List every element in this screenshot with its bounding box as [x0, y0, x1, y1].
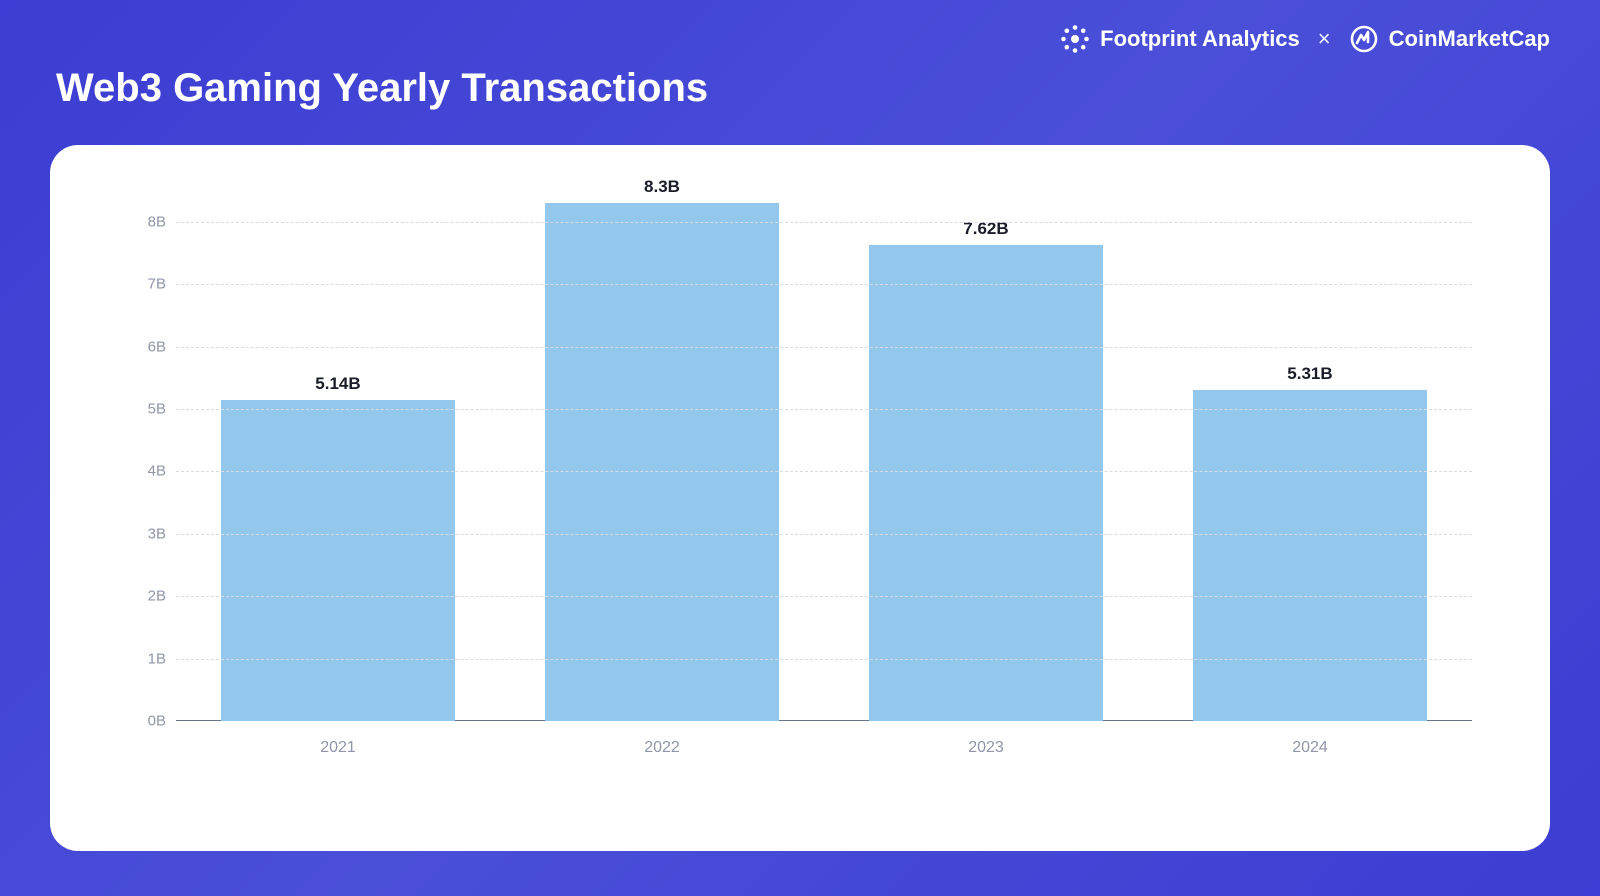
bar-wrap: 8.3B	[500, 203, 824, 721]
bar-wrap: 5.31B	[1148, 203, 1472, 721]
gridline	[176, 659, 1472, 660]
brand-row: Footprint Analytics × CoinMarketCap	[1060, 24, 1550, 54]
y-tick-label: 7B	[118, 276, 166, 293]
page: Web3 Gaming Yearly Transactions	[0, 0, 1600, 896]
bar: 5.14B	[221, 400, 454, 721]
y-tick-label: 0B	[118, 713, 166, 730]
bar: 5.31B	[1193, 390, 1426, 721]
bar-value-label: 8.3B	[545, 177, 778, 197]
bar-chart: 5.14B 8.3B 7.62B 5.31B 0B 1B 2B 3B 4B 5B 6B 7B 8B 2…	[98, 193, 1502, 791]
brand-coinmarketcap: CoinMarketCap	[1349, 24, 1550, 54]
bar-value-label: 5.14B	[221, 374, 454, 394]
y-tick-label: 2B	[118, 588, 166, 605]
bar: 8.3B	[545, 203, 778, 721]
y-tick-label: 5B	[118, 400, 166, 417]
y-tick-label: 4B	[118, 463, 166, 480]
y-tick-label: 3B	[118, 525, 166, 542]
x-tick-label: 2022	[500, 739, 824, 757]
bar-wrap: 7.62B	[824, 203, 1148, 721]
gridline	[176, 596, 1472, 597]
gridline	[176, 409, 1472, 410]
bar-value-label: 5.31B	[1193, 364, 1426, 384]
gridline	[176, 284, 1472, 285]
gridline	[176, 471, 1472, 472]
y-tick-label: 6B	[118, 338, 166, 355]
brand-footprint-label: Footprint Analytics	[1100, 26, 1300, 52]
y-tick-label: 1B	[118, 650, 166, 667]
coinmarketcap-logo-icon	[1349, 24, 1379, 54]
plot-area: 5.14B8.3B7.62B5.31B 0B1B2B3B4B5B6B7B8B	[176, 203, 1472, 721]
bar-wrap: 5.14B	[176, 203, 500, 721]
page-title: Web3 Gaming Yearly Transactions	[56, 66, 708, 111]
x-tick-label: 2021	[176, 739, 500, 757]
x-tick-label: 2023	[824, 739, 1148, 757]
y-tick-label: 8B	[118, 213, 166, 230]
bar: 7.62B	[869, 245, 1102, 721]
gridline	[176, 222, 1472, 223]
chart-card: 5.14B 8.3B 7.62B 5.31B 0B 1B 2B 3B 4B 5B 6B 7B 8B 2…	[50, 145, 1550, 851]
top-bar: Web3 Gaming Yearly Transactions	[50, 30, 1550, 111]
gridline	[176, 534, 1472, 535]
bars-container: 5.14B 8.3B 7.62B 5.31B	[176, 203, 1472, 721]
brand-footprint: Footprint Analytics	[1060, 24, 1300, 54]
brand-separator: ×	[1318, 26, 1331, 52]
x-tick-label: 2024	[1148, 739, 1472, 757]
footprint-logo-icon	[1060, 24, 1090, 54]
gridline	[176, 347, 1472, 348]
x-tick-row: 2021202220232024	[176, 739, 1472, 757]
brand-coinmarketcap-label: CoinMarketCap	[1389, 26, 1550, 52]
